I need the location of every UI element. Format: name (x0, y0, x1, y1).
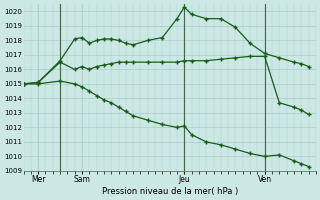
X-axis label: Pression niveau de la mer( hPa ): Pression niveau de la mer( hPa ) (101, 187, 238, 196)
